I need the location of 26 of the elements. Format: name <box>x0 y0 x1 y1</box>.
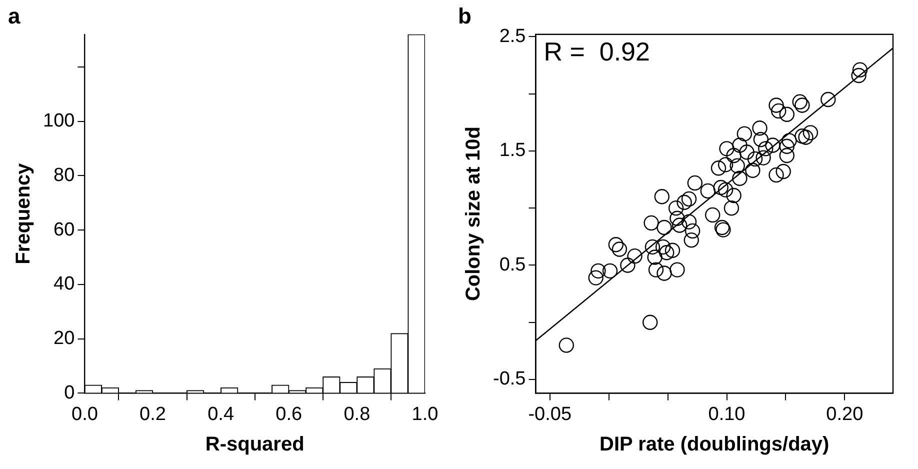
x-tick-label: 0.4 <box>208 404 234 425</box>
y-tick-label: 2.5 <box>499 26 526 47</box>
y-axis-title: Colony size at 10d <box>462 126 485 302</box>
y-tick-label: 80 <box>54 164 75 186</box>
x-tick-label: 0.10 <box>708 404 746 425</box>
annotation: R = 0.92 <box>544 36 650 67</box>
x-tick-label: 0.0 <box>71 404 98 425</box>
x-tick-label: 0.20 <box>826 404 864 425</box>
x-tick-label: 1.0 <box>412 404 438 425</box>
y-tick-label: 40 <box>54 274 75 295</box>
x-tick-label: -0.05 <box>528 404 572 425</box>
chart-title: a <box>8 3 21 28</box>
y-tick-label: 0 <box>64 382 75 404</box>
y-tick-label: 1.5 <box>499 140 526 162</box>
y-tick-label: 60 <box>54 219 75 240</box>
y-tick-label: 20 <box>54 328 75 350</box>
chart-title: b <box>458 3 472 28</box>
x-tick-label: 0.8 <box>344 404 370 425</box>
y-axis-title: Frequency <box>12 162 35 264</box>
x-axis-title: R-squared <box>205 434 304 456</box>
y-tick-label: -0.5 <box>492 368 526 390</box>
y-tick-label: 100 <box>43 110 75 132</box>
x-tick-label: 0.6 <box>276 404 302 425</box>
x-tick-label: 0.2 <box>140 404 166 425</box>
x-axis-title: DIP rate (doublings/day) <box>600 434 830 456</box>
y-tick-label: 0.5 <box>499 254 526 276</box>
